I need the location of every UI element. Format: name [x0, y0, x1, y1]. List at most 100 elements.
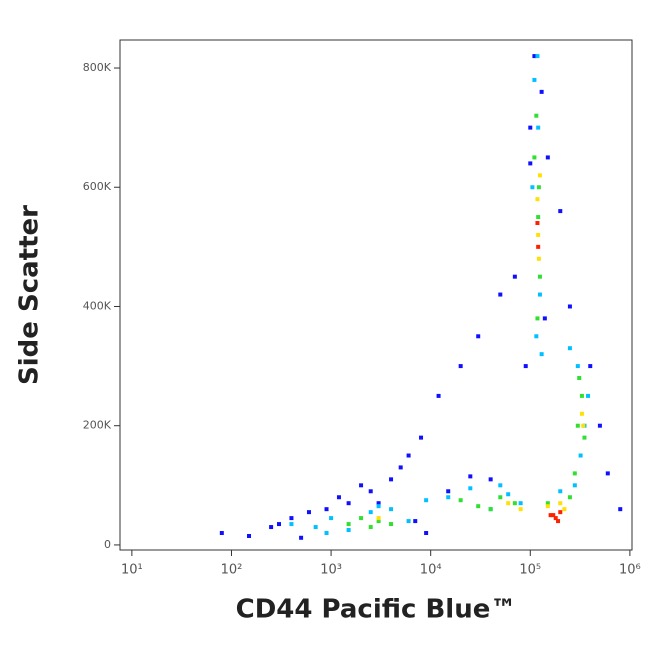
y-tick-label: 800K	[83, 61, 112, 74]
point	[581, 423, 586, 428]
point	[605, 471, 610, 476]
point	[523, 364, 528, 369]
y-tick-label: 0	[104, 538, 111, 551]
point	[548, 513, 553, 518]
x-tick-label: 10⁵	[519, 563, 541, 578]
point	[586, 393, 591, 398]
point	[346, 528, 351, 533]
point	[346, 501, 351, 506]
point	[597, 423, 602, 428]
point	[545, 155, 550, 160]
x-tick-label: 10⁴	[420, 563, 442, 578]
x-tick-label: 10⁶	[619, 563, 641, 578]
point	[545, 504, 550, 509]
x-tick-label: 10²	[221, 563, 243, 578]
point	[436, 393, 441, 398]
plot-frame	[119, 39, 633, 551]
point	[289, 522, 294, 527]
point	[476, 504, 481, 509]
point	[528, 125, 533, 130]
point	[536, 256, 541, 261]
y-axis-title: Side Scatter	[15, 205, 45, 385]
point	[545, 501, 550, 506]
point	[537, 173, 542, 178]
point	[528, 161, 533, 166]
point	[269, 525, 274, 530]
point	[247, 533, 252, 538]
point	[406, 453, 411, 458]
point	[551, 513, 556, 518]
point	[575, 423, 580, 428]
point	[579, 411, 584, 416]
point	[534, 334, 539, 339]
point	[368, 489, 373, 494]
point	[324, 507, 329, 512]
point	[537, 292, 542, 297]
point	[336, 495, 341, 500]
point	[368, 525, 373, 530]
point	[562, 507, 567, 512]
point	[389, 507, 394, 512]
point	[532, 54, 537, 59]
point	[530, 185, 535, 190]
point	[535, 221, 540, 226]
point	[575, 364, 580, 369]
point	[458, 364, 463, 369]
point	[556, 519, 561, 524]
point	[368, 510, 373, 515]
point	[446, 489, 451, 494]
point	[535, 316, 540, 321]
point	[567, 304, 572, 309]
point	[413, 519, 418, 524]
point	[506, 501, 511, 506]
point	[536, 185, 541, 190]
point	[219, 531, 224, 536]
point	[498, 495, 503, 500]
point	[518, 507, 523, 512]
point	[376, 501, 381, 506]
point	[376, 516, 381, 521]
point	[376, 504, 381, 509]
point	[424, 531, 429, 536]
point	[476, 334, 481, 339]
y-tick-label: 600K	[83, 180, 112, 193]
point	[588, 364, 593, 369]
point	[579, 393, 584, 398]
point	[512, 274, 517, 279]
point	[532, 77, 537, 82]
point	[389, 477, 394, 482]
point	[488, 477, 493, 482]
x-tick-label: 10³	[320, 563, 342, 578]
point	[276, 522, 281, 527]
point	[536, 215, 541, 220]
point	[542, 316, 547, 321]
y-tick-label: 400K	[83, 299, 112, 312]
point	[306, 510, 311, 515]
point	[582, 435, 587, 440]
point	[398, 465, 403, 470]
point	[572, 483, 577, 488]
point	[532, 155, 537, 160]
point	[498, 292, 503, 297]
point	[536, 125, 541, 130]
point	[536, 244, 541, 249]
point	[558, 489, 563, 494]
point	[346, 522, 351, 527]
point	[359, 483, 364, 488]
point	[535, 54, 540, 59]
point	[512, 501, 517, 506]
point	[539, 352, 544, 357]
point	[424, 498, 429, 503]
point	[578, 453, 583, 458]
point	[324, 531, 329, 536]
point	[577, 376, 582, 381]
point	[567, 346, 572, 351]
point	[468, 486, 473, 491]
point	[406, 519, 411, 524]
point	[567, 495, 572, 500]
x-axis-title: CD44 Pacific Blue™	[236, 595, 517, 625]
point	[458, 498, 463, 503]
point	[553, 516, 558, 521]
point	[558, 510, 563, 515]
